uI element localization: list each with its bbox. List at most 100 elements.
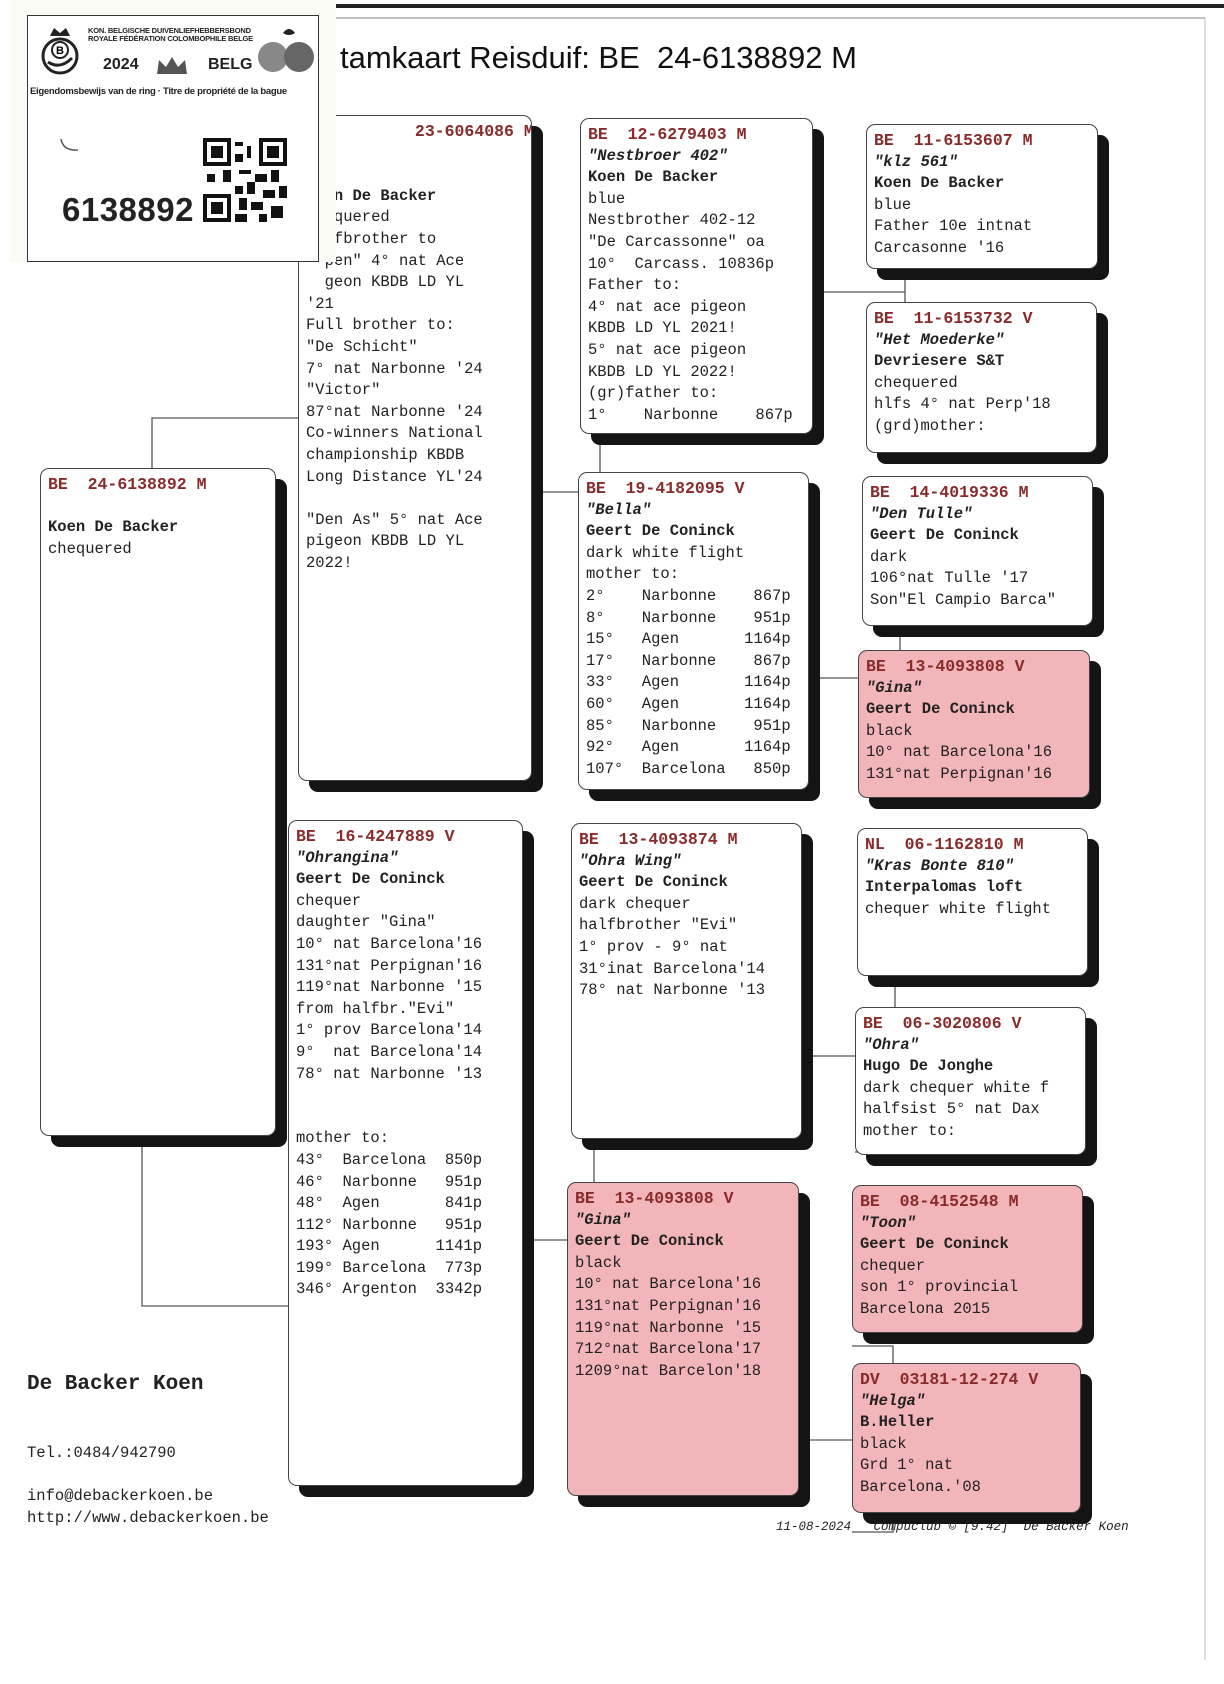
ring-sex: M: [524, 122, 531, 141]
info-line: dark: [870, 547, 908, 566]
page-title: tamkaart Reisduif: BE 24-6138892 M: [340, 40, 857, 75]
info-line: pigeon KBDB LD YL: [306, 532, 465, 551]
info-line: 60° Agen 1164p: [586, 694, 791, 713]
info-line: "De Schicht": [306, 337, 418, 356]
pigeon-card-fmf[interactable]: BE 14-4019336 M "Den Tulle" Geert De Conin…: [862, 476, 1093, 626]
info-line: chequer: [860, 1256, 926, 1275]
info-line: 10° nat Barcelona'16: [866, 743, 1053, 762]
info-line: 33° Agen 1164p: [586, 673, 791, 692]
pigeon-name: "Den Tulle": [870, 504, 973, 523]
ring-header: BE 14-4019336 M: [870, 482, 1085, 504]
pigeon-card-fmm[interactable]: BE 13-4093808 V "Gina" Geert De Coninck bla…: [858, 650, 1090, 798]
info-line: Nestbrother 402-12: [588, 211, 756, 230]
ring-number: 6138892: [62, 191, 194, 228]
ring-header: BE 12-6279403 M: [588, 124, 805, 146]
info-line: chequer: [296, 891, 362, 910]
ring-header: BE 06-3020806 V: [863, 1013, 1078, 1035]
info-line: (grd)mother:: [874, 416, 986, 435]
pigeon-name: "klz 561": [874, 152, 958, 171]
pigeon-name: "Ohra Wing": [579, 851, 682, 870]
info-line: 7° nat Narbonne '24: [306, 359, 483, 378]
info-line: 17° Narbonne 867p: [586, 651, 791, 670]
info-line: 346° Argenton 3342p: [296, 1280, 483, 1299]
ring-country: NL: [865, 835, 885, 854]
pigeon-card-ff[interactable]: BE 12-6279403 M "Nestbroer 402" Koen De Ba…: [580, 118, 813, 434]
ring-country: BE: [874, 131, 894, 150]
ring-sex: M: [1018, 483, 1029, 502]
ring-number: 12-6279403: [627, 125, 727, 144]
print-author: De Backer Koen: [1023, 1520, 1129, 1534]
pigeon-card-mmm[interactable]: DV 03181-12-274 V "Helga" B.Heller black Grd…: [852, 1363, 1081, 1513]
pigeon-card-mfm[interactable]: BE 06-3020806 V "Ohra" Hugo De Jonghe dark …: [855, 1007, 1086, 1155]
info-line: Grd 1° nat: [860, 1456, 954, 1475]
info-line: from halfbr."Evi": [296, 999, 455, 1018]
pigeon-card-fff[interactable]: BE 11-6153607 M "klz 561" Koen De Backer bl…: [866, 124, 1098, 269]
info-line: Long Distance YL'24: [306, 467, 483, 486]
ring-number: 11-6153607: [913, 131, 1013, 150]
pigeon-card-subject[interactable]: BE 24-6138892 M Koen De Backer chequered: [40, 468, 276, 1136]
info-line: 2° Narbonne 867p: [586, 586, 791, 605]
ring-number: 14-4019336: [909, 483, 1009, 502]
info-line: 2022!: [306, 553, 353, 572]
info-line: 112° Narbonne 951p: [296, 1215, 483, 1234]
info-line: "De Carcassonne" oa: [588, 232, 765, 251]
ring-country: BE: [588, 125, 608, 144]
breeder-website[interactable]: http://www.debackerkoen.be: [27, 1509, 269, 1527]
info-line: Father 10e intnat: [874, 217, 1033, 236]
info-line: 10° Carcass. 10836p: [588, 254, 775, 273]
ring-sex: M: [1008, 1192, 1019, 1211]
ring-number: 19-4182095: [625, 479, 725, 498]
info-line: [296, 1085, 515, 1107]
pigeon-card-fm[interactable]: BE 19-4182095 V "Bella" Geert De Coninck da…: [578, 472, 809, 790]
pigeon-card-mmf[interactable]: BE 08-4152548 M "Toon" Geert De Coninck che…: [852, 1185, 1083, 1333]
breeder-name: Geert De Coninck: [575, 1232, 724, 1251]
breeder-name: Geert De Coninck: [586, 522, 735, 541]
ring-number: 13-4093874: [618, 830, 718, 849]
ring-sex: V: [1028, 1370, 1039, 1389]
pigeon-card-father[interactable]: 23-6064086 M en De Backer equered lfbrot…: [298, 115, 532, 781]
info-line: en De Backer: [306, 186, 437, 205]
breeder-email[interactable]: info@debackerkoen.be: [27, 1487, 214, 1505]
info-line: equered: [306, 208, 390, 227]
ring-number: 11-6153732: [913, 309, 1013, 328]
ring-sex: V: [1014, 657, 1025, 676]
info-line: blue: [874, 195, 912, 214]
info-line: Carcasonne '16: [874, 238, 1005, 257]
info-line: son 1° provincial: [860, 1278, 1019, 1297]
ring-sex: V: [723, 1189, 734, 1208]
info-line: 46° Narbonne 951p: [296, 1172, 483, 1191]
info-line: 131°nat Perpignan'16: [296, 956, 483, 975]
info-line: 131°nat Perpignan'16: [866, 764, 1053, 783]
pigeon-name: "Kras Bonte 810": [865, 856, 1014, 875]
pigeon-card-mm[interactable]: BE 13-4093808 V "Gina" Geert De Coninck bla…: [567, 1182, 799, 1496]
ring-country: BE: [874, 309, 894, 328]
info-line: 78° nat Narbonne '13: [579, 981, 766, 1000]
ring-header: 23-6064086 M: [306, 121, 531, 143]
breeder-phone: Tel.:0484/942790: [27, 1444, 176, 1462]
breeder-name: De Backer Koen: [27, 1373, 204, 1396]
ring-country: DV: [860, 1370, 880, 1389]
breeder-name: B.Heller: [860, 1413, 935, 1432]
pigeon-card-mother[interactable]: BE 16-4247889 V "Ohrangina" Geert De Conin…: [288, 820, 523, 1486]
info-line: "Den As" 5° nat Ace: [306, 510, 483, 529]
info-line: Barcelona.'08: [860, 1477, 981, 1496]
info-line: 193° Agen 1141p: [296, 1237, 483, 1256]
ring-country: BE: [586, 479, 606, 498]
info-line: 106°nat Tulle '17: [870, 569, 1029, 588]
pigeon-card-ffm[interactable]: BE 11-6153732 V "Het Moederke" Devriesere …: [866, 302, 1097, 453]
info-line: halfbrother "Evi": [579, 916, 738, 935]
info-line: Co-winners National: [306, 424, 483, 443]
ring-country: BE: [296, 827, 316, 846]
ring-country: BE: [863, 1014, 883, 1033]
info-line: chequered: [48, 539, 132, 558]
info-line: pen" 4° nat Ace: [306, 251, 465, 270]
ring-number: 24-6138892: [87, 475, 187, 494]
ownership-proof-label: Eigendomsbewijs van de ring · Titre de p…: [30, 86, 287, 97]
info-line: [296, 1107, 515, 1129]
pigeon-card-mff[interactable]: NL 06-1162810 M "Kras Bonte 810" Interpalo…: [857, 828, 1088, 976]
info-line: 1° prov - 9° nat: [579, 937, 728, 956]
pigeon-card-mf[interactable]: BE 13-4093874 M "Ohra Wing" Geert De Conin…: [571, 823, 802, 1139]
ring-header: BE 16-4247889 V: [296, 826, 515, 848]
federation-name-fr: ROYALE FÉDÉRATION COLOMBOPHILE BELGE: [88, 34, 253, 43]
ring-sex: V: [444, 827, 455, 846]
